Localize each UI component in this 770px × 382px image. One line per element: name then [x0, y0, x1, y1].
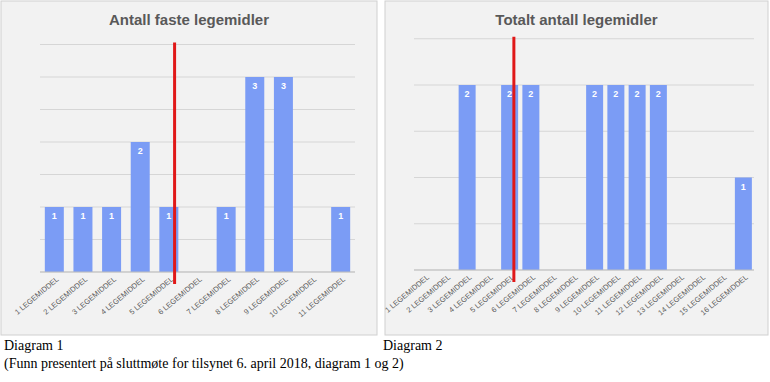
- bar: [586, 85, 603, 270]
- data-label: 2: [528, 89, 533, 99]
- data-label: 2: [613, 89, 618, 99]
- bar: [245, 77, 264, 272]
- bar: [102, 207, 121, 272]
- reference-line: [512, 37, 515, 282]
- data-label: 2: [507, 89, 512, 99]
- bar: [607, 85, 624, 270]
- tick-label: 16 LEGEMIDDEL: [699, 273, 750, 318]
- bars: [459, 85, 752, 270]
- grid-line: [40, 77, 355, 78]
- caption: Diagram 2: [383, 338, 442, 353]
- grid-line: [40, 142, 355, 143]
- data-label: 2: [592, 89, 597, 99]
- title: Antall faste legemidler: [109, 11, 269, 28]
- bar: [274, 77, 293, 272]
- data-label: 3: [281, 81, 286, 91]
- labels: 11 LEGEMIDDEL12 LEGEMIDDEL13 LEGEMIDDEL2…: [13, 81, 347, 319]
- panel: [385, 1, 768, 335]
- data-label: 2: [656, 89, 661, 99]
- bar: [501, 85, 518, 270]
- bar: [73, 207, 92, 272]
- bar: [629, 85, 646, 270]
- note: (Funn presentert på sluttmøte for tilsyn…: [4, 356, 404, 372]
- data-label: 2: [635, 89, 640, 99]
- bar: [331, 207, 350, 272]
- grid-line: [414, 270, 754, 271]
- labels: 1 LEGEMIDDEL2 LEGEMIDDEL23 LEGEMIDDEL4 L…: [383, 89, 749, 317]
- tick-label: 11 LEGEMIDDEL: [297, 275, 347, 319]
- grid-line: [40, 272, 355, 273]
- bar: [217, 207, 236, 272]
- grid-line: [40, 174, 355, 175]
- data-label: 1: [52, 211, 57, 221]
- grid-line: [414, 38, 754, 39]
- data-label: 1: [224, 211, 229, 221]
- data-label: 1: [166, 211, 171, 221]
- bar: [131, 142, 150, 272]
- data-label: 1: [741, 182, 746, 192]
- data-label: 1: [80, 211, 85, 221]
- data-label: 2: [465, 89, 470, 99]
- panel: [1, 1, 377, 335]
- chart: Antall faste legemidler11 LEGEMIDDEL12 L…: [1, 1, 377, 335]
- bar: [522, 85, 539, 270]
- page: Antall faste legemidler11 LEGEMIDDEL12 L…: [0, 0, 770, 382]
- title: Totalt antall legemidler: [495, 11, 657, 28]
- data-label: 1: [109, 211, 114, 221]
- caption: Diagram 1: [4, 338, 63, 353]
- grid-line: [40, 109, 355, 110]
- bar: [459, 85, 476, 270]
- bars: [45, 77, 350, 272]
- chart: Totalt antall legemidler 1 LEGEMIDDEL2 LE…: [383, 1, 768, 335]
- bar: [735, 178, 752, 271]
- reference-line: [173, 43, 176, 285]
- grid-line: [40, 44, 355, 45]
- data-label: 3: [252, 81, 257, 91]
- data-label: 2: [138, 146, 143, 156]
- data-label: 1: [338, 211, 343, 221]
- bar: [650, 85, 667, 270]
- axis-line: [40, 272, 355, 273]
- axis-line: [414, 270, 754, 271]
- bar: [45, 207, 64, 272]
- tick-label: 10 LEGEMIDDEL: [268, 275, 319, 320]
